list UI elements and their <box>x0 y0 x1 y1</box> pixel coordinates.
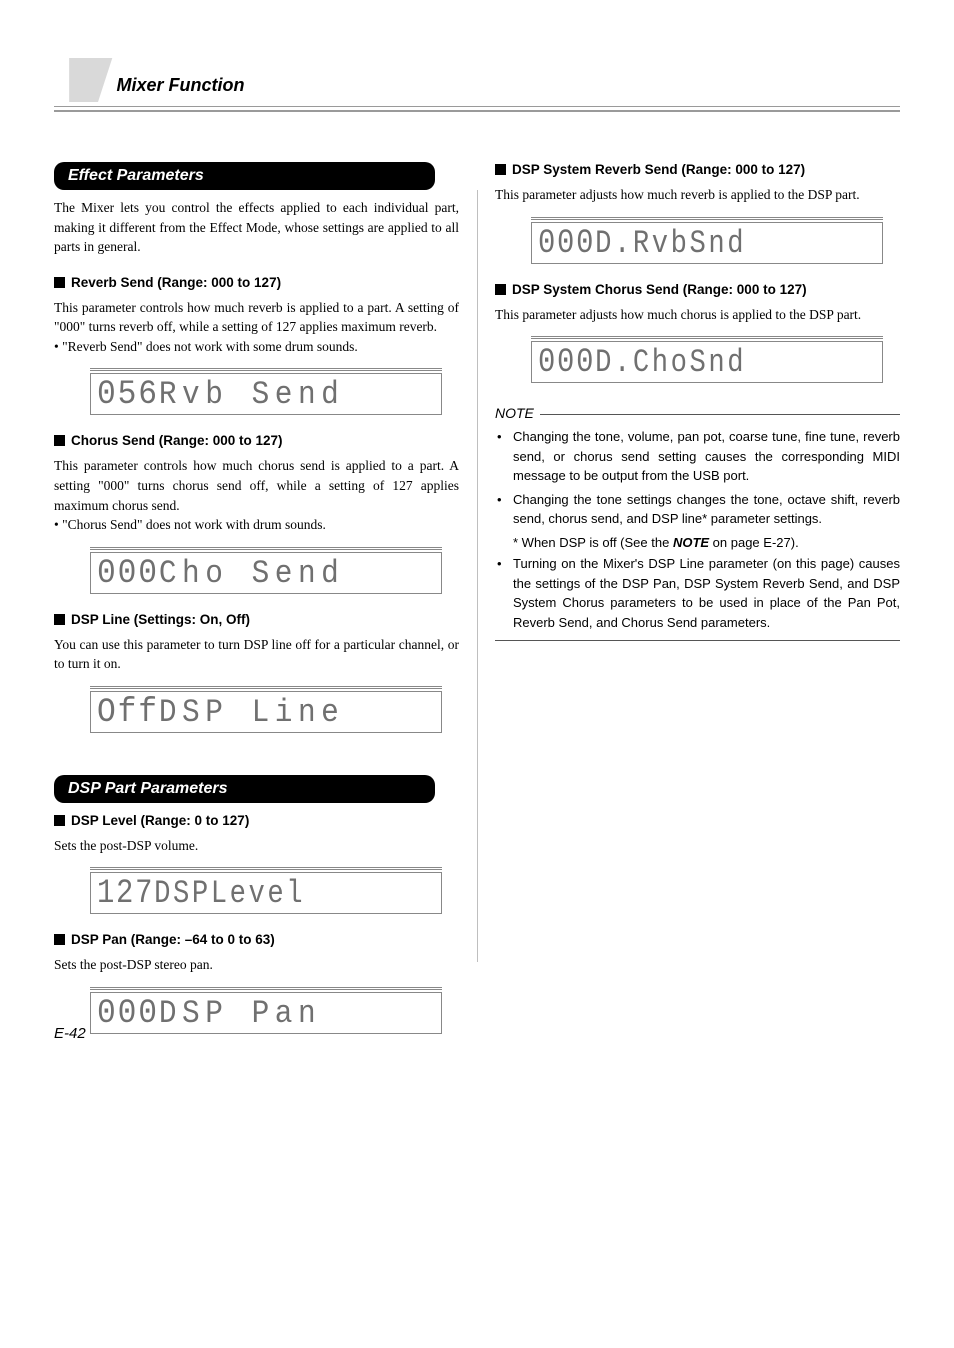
note-heading-line <box>540 414 900 415</box>
dsp-line-title-text: DSP Line (Settings: On, Off) <box>71 612 250 627</box>
dsp-sys-reverb-lcd-label: D.RvbSnd <box>595 225 746 262</box>
dsp-pan-body: Sets the post-DSP stereo pan. <box>54 955 459 975</box>
reverb-send-bullet: • "Reverb Send" does not work with some … <box>54 337 459 357</box>
note-item: Changing the tone, volume, pan pot, coar… <box>511 427 900 486</box>
square-bullet-icon <box>495 284 506 295</box>
dsp-sys-reverb-lcd: 000D.RvbSnd <box>531 217 883 264</box>
dsp-level-lcd: 127DSPLevel <box>90 867 442 914</box>
dsp-pan-title: DSP Pan (Range: –64 to 0 to 63) <box>54 932 459 947</box>
note-sub-prefix: * When DSP is off (See the <box>513 535 673 550</box>
dsp-sys-reverb-body: This parameter adjusts how much reverb i… <box>495 185 900 205</box>
dsp-line-lcd-label: DSP Line <box>159 694 344 731</box>
dsp-part-parameters-heading: DSP Part Parameters <box>54 775 435 803</box>
chorus-send-body: This parameter controls how much chorus … <box>54 456 459 515</box>
dsp-level-title-text: DSP Level (Range: 0 to 127) <box>71 813 249 828</box>
reverb-send-lcd-value: 056 <box>97 376 159 414</box>
note-sub: * When DSP is off (See the NOTE on page … <box>513 533 900 553</box>
dsp-sys-chorus-title: DSP System Chorus Send (Range: 000 to 12… <box>495 282 900 297</box>
note-item: Changing the tone settings changes the t… <box>511 490 900 529</box>
dsp-sys-chorus-title-text: DSP System Chorus Send (Range: 000 to 12… <box>512 282 807 297</box>
chorus-send-title: Chorus Send (Range: 000 to 127) <box>54 433 459 448</box>
dsp-sys-chorus-lcd-value: 000 <box>538 344 595 382</box>
header-tab-decor <box>54 58 112 102</box>
square-bullet-icon <box>495 164 506 175</box>
dsp-sys-chorus-lcd: 000D.ChoSnd <box>531 336 883 383</box>
reverb-send-lcd: 056Rvb Send <box>90 368 442 415</box>
square-bullet-icon <box>54 277 65 288</box>
square-bullet-icon <box>54 614 65 625</box>
dsp-pan-lcd-value: 000 <box>97 995 159 1033</box>
reverb-send-title: Reverb Send (Range: 000 to 127) <box>54 275 459 290</box>
dsp-sys-reverb-title-text: DSP System Reverb Send (Range: 000 to 12… <box>512 162 805 177</box>
dsp-line-title: DSP Line (Settings: On, Off) <box>54 612 459 627</box>
dsp-level-lcd-label: DSPLevel <box>154 875 305 912</box>
dsp-sys-chorus-body: This parameter adjusts how much chorus i… <box>495 305 900 325</box>
note-item: Turning on the Mixer's DSP Line paramete… <box>511 554 900 632</box>
dsp-pan-lcd: 000DSP Pan <box>90 987 442 1034</box>
dsp-pan-lcd-label: DSP Pan <box>159 995 321 1032</box>
note-sub-suffix: on page E-27). <box>709 535 799 550</box>
note-label-text: NOTE <box>495 405 534 421</box>
header-underline <box>54 106 900 112</box>
square-bullet-icon <box>54 934 65 945</box>
reverb-send-body: This parameter controls how much reverb … <box>54 298 459 337</box>
reverb-send-title-text: Reverb Send (Range: 000 to 127) <box>71 275 281 290</box>
dsp-sys-reverb-lcd-value: 000 <box>538 225 595 263</box>
reverb-send-lcd-label: Rvb Send <box>159 376 344 413</box>
note-underline <box>495 640 900 641</box>
effect-parameters-intro: The Mixer lets you control the effects a… <box>54 198 459 257</box>
chorus-send-lcd-label: Cho Send <box>159 555 344 592</box>
dsp-level-body: Sets the post-DSP volume. <box>54 836 459 856</box>
dsp-line-body: You can use this parameter to turn DSP l… <box>54 635 459 674</box>
square-bullet-icon <box>54 815 65 826</box>
section-title: Mixer Function <box>116 75 244 102</box>
page-number: E-42 <box>54 1025 86 1042</box>
chorus-send-lcd: 000Cho Send <box>90 547 442 594</box>
note-heading: NOTE <box>495 405 900 421</box>
dsp-line-lcd-value: Off <box>97 694 159 732</box>
dsp-sys-chorus-lcd-label: D.ChoSnd <box>595 344 746 381</box>
note-list-cont: Turning on the Mixer's DSP Line paramete… <box>495 554 900 632</box>
dsp-sys-reverb-title: DSP System Reverb Send (Range: 000 to 12… <box>495 162 900 177</box>
note-sub-bold: NOTE <box>673 535 709 550</box>
right-column: DSP System Reverb Send (Range: 000 to 12… <box>495 162 900 1042</box>
left-column: Effect Parameters The Mixer lets you con… <box>54 162 459 1042</box>
dsp-level-lcd-value: 127 <box>97 875 154 913</box>
column-divider <box>477 190 478 962</box>
chorus-send-bullet: • "Chorus Send" does not work with drum … <box>54 515 459 535</box>
dsp-level-title: DSP Level (Range: 0 to 127) <box>54 813 459 828</box>
dsp-pan-title-text: DSP Pan (Range: –64 to 0 to 63) <box>71 932 275 947</box>
square-bullet-icon <box>54 435 65 446</box>
chorus-send-title-text: Chorus Send (Range: 000 to 127) <box>71 433 283 448</box>
note-list: Changing the tone, volume, pan pot, coar… <box>495 427 900 529</box>
chorus-send-lcd-value: 000 <box>97 555 159 593</box>
dsp-line-lcd: OffDSP Line <box>90 686 442 733</box>
page-header: Mixer Function <box>54 58 900 112</box>
effect-parameters-heading: Effect Parameters <box>54 162 435 190</box>
